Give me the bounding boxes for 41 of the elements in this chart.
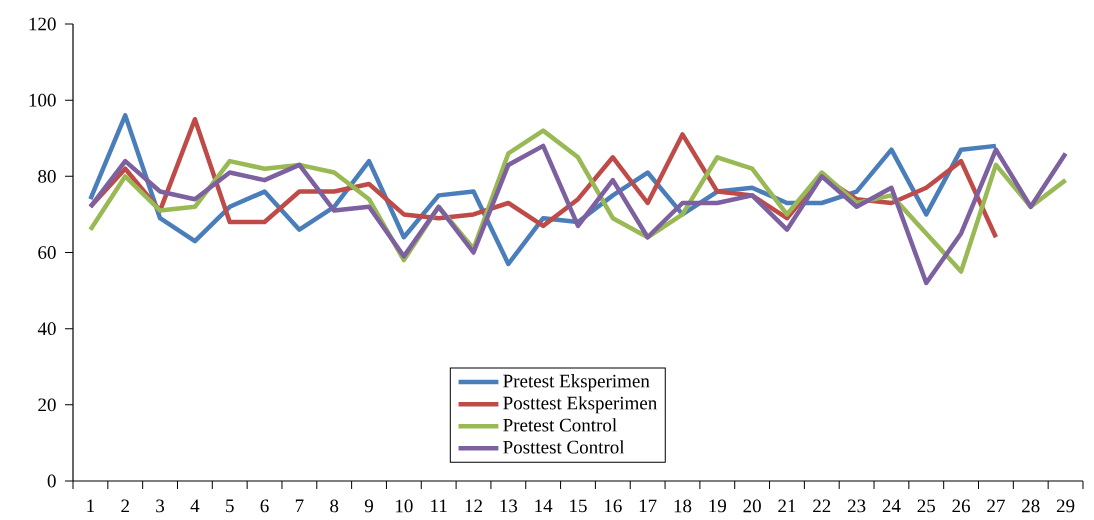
x-tick-label: 5 [226,499,234,513]
x-tick-label: 24 [882,499,901,513]
x-tick-label: 25 [917,499,936,513]
x-tick-label: 28 [1022,499,1040,513]
legend-label: Posttest Eksperimen [503,396,657,414]
legend-label: Pretest Control [503,418,617,432]
x-tick-label: 26 [952,499,971,513]
y-tick-label: 100 [29,93,56,107]
x-tick-label: 14 [535,499,553,513]
x-tick-label: 10 [396,499,413,513]
x-tick-label: 27 [987,499,1005,513]
x-tick-label: 22 [813,499,831,513]
x-tick-label: 15 [570,499,587,513]
x-tick-label: 1 [87,499,95,513]
line-series [88,143,1068,286]
x-tick-label: 29 [1056,499,1075,513]
x-tick-label: 12 [465,499,482,513]
x-tick-label: 7 [295,499,304,512]
legend-label: Pretest Eksperimen [503,374,650,392]
legend-label: Posttest Control [503,440,625,454]
x-tick-label: 18 [674,499,692,513]
x-tick-label: 23 [847,499,866,513]
x-tick-label: 3 [156,499,165,513]
x-tick-label: 9 [364,499,373,513]
y-tick-label: 60 [38,246,56,259]
x-tick-label: 21 [778,499,796,513]
x-tick-label: 19 [709,499,727,513]
y-tick-label: 0 [47,474,56,488]
y-tick-label: 120 [29,17,56,31]
y-tick-label: 40 [37,322,56,336]
y-tick-label: 80 [38,169,56,183]
x-tick-label: 8 [330,499,339,513]
x-tick-label: 13 [500,499,518,513]
x-tick-label: 11 [431,499,447,513]
x-tick-label: 20 [743,499,761,513]
x-tick-label: 17 [639,499,657,513]
y-tick-label: 20 [38,398,56,412]
x-tick-label: 2 [121,499,129,513]
x-tick-label: 6 [260,499,269,513]
x-tick-label: 4 [190,499,200,513]
x-tick-label: 16 [604,499,622,513]
